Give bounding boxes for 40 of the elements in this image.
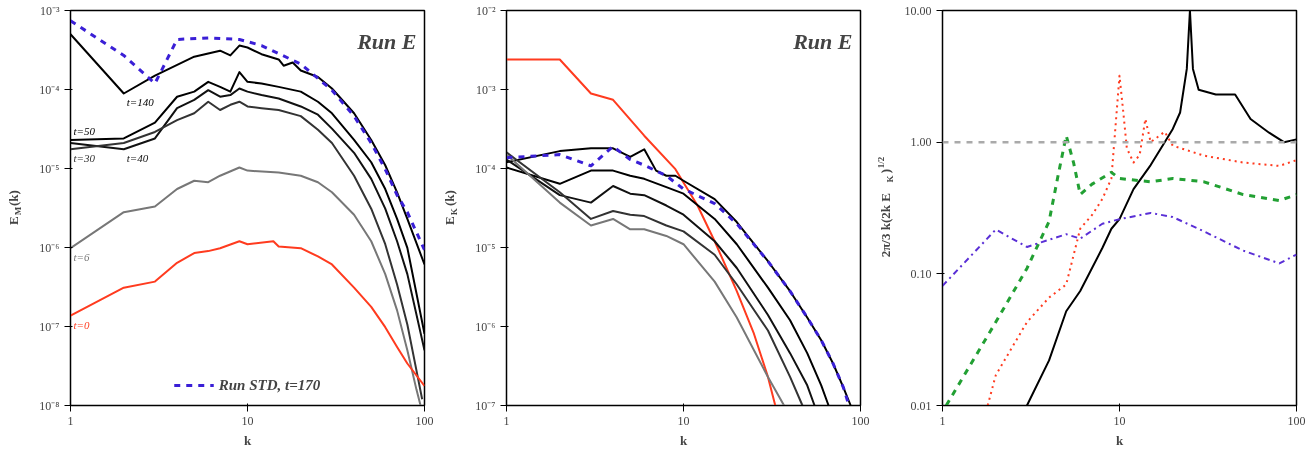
y-axis-title: EM(k) <box>6 190 23 225</box>
y-tick-label: 10⁻³ <box>39 3 60 18</box>
annotation: Run E <box>792 28 853 54</box>
y-tick-label: 10⁻³ <box>475 82 496 97</box>
series-label: t=0 <box>73 318 90 331</box>
series-label: t=40 <box>126 152 149 165</box>
series-label: t=140 <box>126 96 155 109</box>
x-tick-label: 10 <box>1113 413 1126 428</box>
x-axis-title: k <box>243 432 252 448</box>
series-label: t=30 <box>73 152 96 165</box>
y-tick-label: 10⁻⁷ <box>475 398 496 413</box>
legend-label: Run STD, t=170 <box>218 376 321 394</box>
x-tick-label: 10 <box>677 413 690 428</box>
y-axis-title: EK(k) <box>442 190 459 225</box>
x-tick-label: 1 <box>67 413 74 428</box>
x-tick-label: 1 <box>503 413 510 428</box>
y-tick-label: 0.01 <box>910 398 932 413</box>
x-tick-label: 100 <box>415 413 434 428</box>
y-tick-label: 10⁻⁴ <box>39 82 60 97</box>
y-tick-label: 10⁻⁶ <box>39 240 60 255</box>
y-tick-label: 0.10 <box>910 266 932 281</box>
y-tick-label: 10⁻⁶ <box>475 319 496 334</box>
x-axis-title: k <box>679 432 688 448</box>
y-tick-label: 10⁻⁸ <box>39 398 60 413</box>
x-tick-label: 10 <box>241 413 254 428</box>
annotation: Run E <box>356 28 417 54</box>
x-tick-label: 1 <box>939 413 946 428</box>
y-tick-label: 10⁻⁵ <box>39 161 60 176</box>
y-tick-label: 10.00 <box>904 3 932 18</box>
y-axis-title: 2π/3 k(2k EK)1/2 <box>875 156 895 258</box>
x-tick-label: 100 <box>851 413 870 428</box>
y-tick-label: 10⁻⁵ <box>475 240 496 255</box>
y-tick-label: 1.00 <box>910 135 932 150</box>
y-tick-label: 10⁻⁷ <box>39 319 60 334</box>
x-tick-label: 100 <box>1287 413 1306 428</box>
series-label: t=6 <box>73 251 90 264</box>
x-axis-title: k <box>1115 432 1124 448</box>
y-tick-label: 10⁻⁴ <box>475 161 496 176</box>
series-label: t=50 <box>73 124 96 137</box>
y-tick-label: 10⁻² <box>475 3 496 18</box>
